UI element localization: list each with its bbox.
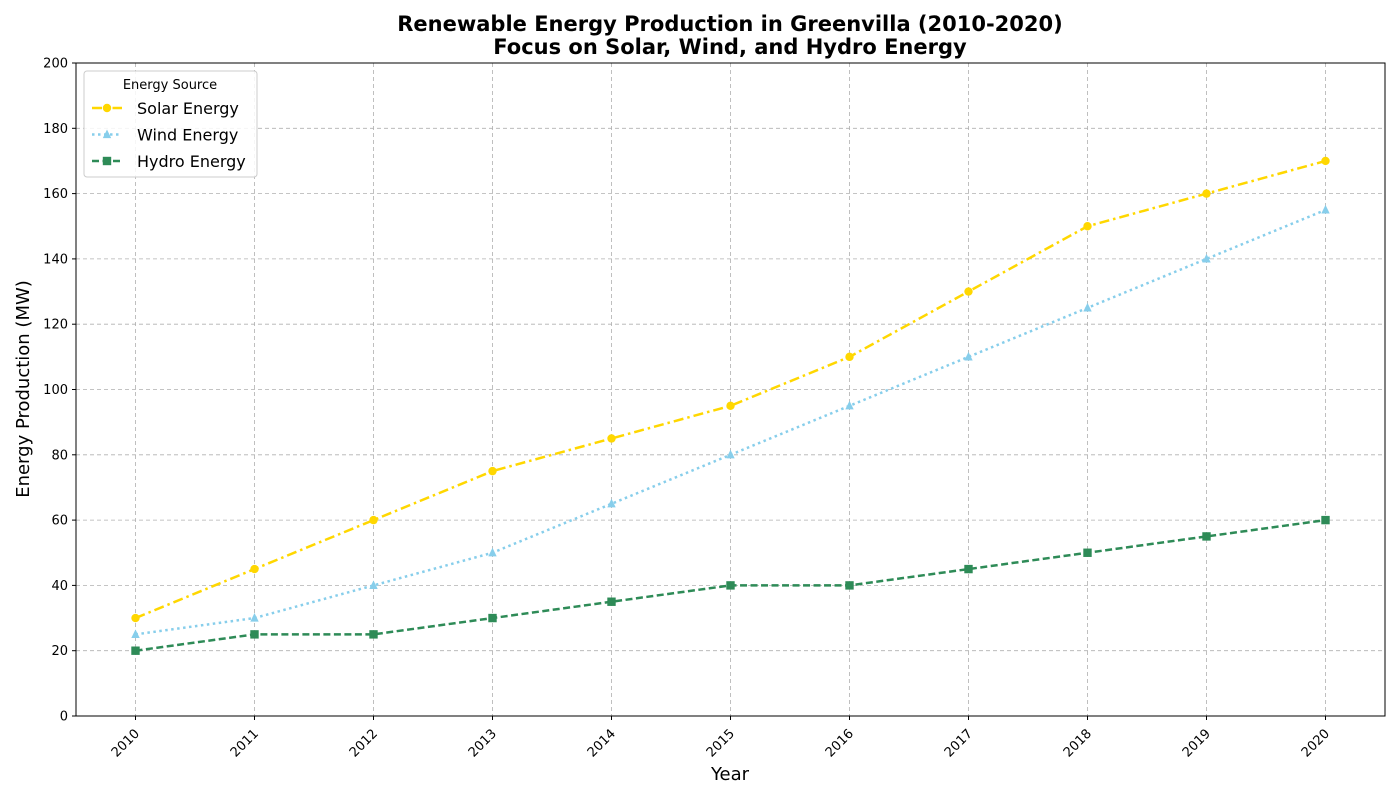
data-point [250,613,258,622]
y-tick-label: 160 [43,187,68,202]
x-tick-label: 2015 [704,726,738,760]
y-tick-label: 60 [51,514,68,529]
legend: Energy Source Solar Energy Wind Energy Hyd… [84,71,257,177]
data-point [1202,189,1210,197]
y-tick-label: 180 [43,122,68,137]
data-point [607,598,615,606]
data-point [488,467,496,475]
data-point [1321,516,1329,524]
data-point [964,287,972,295]
data-point [726,450,734,459]
legend-swatch-marker [103,157,111,165]
legend-swatch-marker [103,104,111,112]
data-point [845,353,853,361]
data-point [726,581,734,589]
x-tick-label: 2016 [823,726,857,760]
data-point [488,614,496,622]
y-axis-label: Energy Production (MW) [13,280,34,498]
data-point [845,401,853,410]
data-point [964,352,972,361]
y-tick-label: 200 [43,57,68,72]
x-tick-label: 2010 [109,726,143,760]
legend-title: Energy Source [123,78,217,93]
data-point [964,565,972,573]
y-tick-label: 140 [43,252,68,267]
y-tick-label: 120 [43,318,68,333]
x-tick-label: 2019 [1180,726,1214,760]
data-point [1083,222,1091,230]
x-tick-label: 2012 [347,726,381,760]
y-tick-label: 100 [43,383,68,398]
data-point [726,402,734,410]
data-point [1321,157,1329,165]
data-point [1083,549,1091,557]
x-tick-label: 2011 [228,726,262,760]
legend-label: Hydro Energy [137,152,246,171]
chart-title: Renewable Energy Production in Greenvill… [397,12,1062,36]
x-tick-label: 2014 [585,726,619,760]
y-tick-label: 80 [51,448,68,463]
data-point [1083,303,1091,312]
data-point [250,565,258,573]
x-tick-label: 2018 [1061,726,1095,760]
grid [76,63,1385,716]
data-point [1202,532,1210,540]
y-tick-label: 40 [51,579,68,594]
x-tick-label: 2013 [466,726,500,760]
data-point [488,548,496,557]
legend-label: Wind Energy [137,126,238,145]
data-point [131,629,139,638]
y-tick-label: 20 [51,644,68,659]
legend-label: Solar Energy [137,99,239,118]
x-axis-label: Year [710,764,750,785]
data-point [607,434,615,442]
data-point [369,516,377,524]
data-point [250,630,258,638]
x-axis-ticks: 2010 2011 2012 2013 2014 2015 2016 2017 2018 2019… [109,716,1333,760]
data-point [131,614,139,622]
x-tick-label: 2017 [942,726,976,760]
data-point [845,581,853,589]
data-point [1321,205,1329,214]
y-tick-label: 0 [60,710,68,725]
x-tick-label: 2020 [1299,726,1333,760]
data-point [131,647,139,655]
chart-subtitle: Focus on Solar, Wind, and Hydro Energy [493,35,967,59]
y-axis-ticks: 0 20 40 60 80 100 120 140 160 180 200 [43,57,76,725]
data-point [369,630,377,638]
